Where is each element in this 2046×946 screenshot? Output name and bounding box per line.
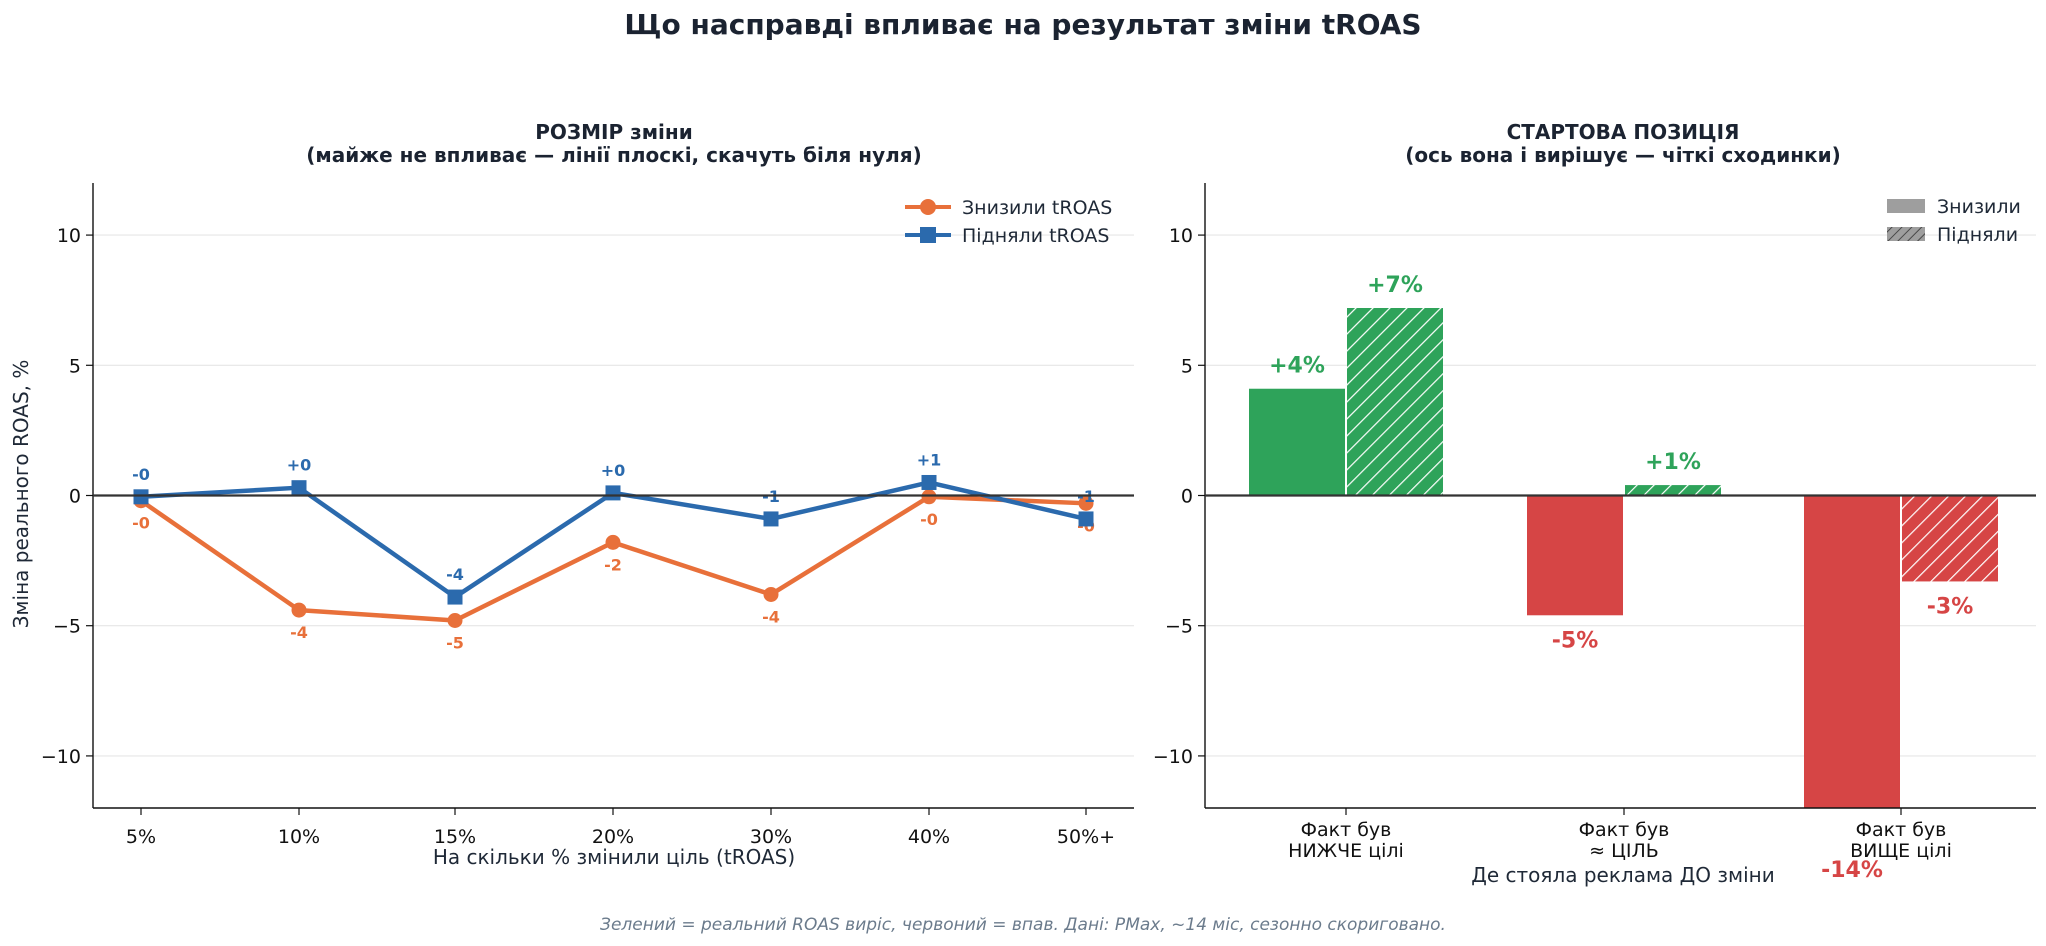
data-point-raised: [133, 489, 149, 505]
right-x-axis-label: Де стояла реклама ДО зміни: [1471, 863, 1775, 887]
left-series: -0-4-5-2-4-0-0-0+0-4+0-1+1-1: [132, 450, 1095, 652]
right-x-tick-label: ВИЩЕ цілі: [1850, 840, 1952, 862]
data-label-raised: +0: [601, 461, 626, 480]
legend-label: Знизили: [1937, 196, 2021, 218]
data-point-lowered: [921, 489, 937, 505]
legend-swatch-hatched: [1887, 227, 1925, 241]
bar-value-label: +7%: [1367, 273, 1423, 298]
data-point-raised: [447, 589, 463, 605]
bar-value-label: -3%: [1927, 594, 1973, 619]
left-x-tick-label: 30%: [750, 826, 792, 848]
bar-raised: [1902, 495, 1998, 582]
left-x-tick-label: 40%: [908, 826, 950, 848]
bar-value-label: -14%: [1821, 858, 1883, 883]
data-label-lowered: -5: [446, 634, 464, 653]
legend-square-marker: [920, 227, 936, 243]
bar-lowered: [1527, 495, 1623, 616]
legend-label: Підняли tROAS: [962, 225, 1109, 247]
left-y-tick-label: 10: [57, 225, 81, 247]
left-x-tick-label: 15%: [434, 826, 476, 848]
right-legend: Знизили Підняли: [1887, 196, 2021, 246]
right-bars: +4% -5% -14% +7% +1% -3%: [1249, 273, 1998, 883]
left-y-tick-label: −10: [41, 746, 81, 768]
left-chart: РОЗМІР зміни (майже не впливає — лінії п…: [9, 120, 1134, 869]
left-chart-subtitle: (майже не впливає — лінії плоскі, скачут…: [306, 143, 922, 167]
right-y-tick-label: 5: [1181, 355, 1193, 377]
data-point-raised: [291, 480, 307, 496]
data-label-lowered: -4: [762, 607, 780, 626]
right-chart-title: СТАРТОВА ПОЗИЦІЯ: [1507, 120, 1740, 144]
data-point-raised: [763, 511, 779, 527]
right-x-tick-label: Факт був: [1856, 819, 1947, 841]
right-x-tick-label: ≈ ЦІЛЬ: [1589, 840, 1659, 862]
bar-lowered: [1804, 495, 1900, 808]
left-legend: Знизили tROAS Підняли tROAS: [905, 197, 1112, 247]
bar-lowered: [1249, 388, 1345, 496]
data-point-lowered: [447, 613, 463, 628]
left-x-tick-label: 20%: [592, 826, 634, 848]
left-x-axis-label: На скільки % змінили ціль (tROAS): [433, 845, 795, 869]
data-point-lowered: [291, 602, 307, 618]
left-chart-title: РОЗМІР зміни: [535, 120, 693, 144]
data-point-raised: [605, 485, 621, 501]
right-y-tick-label: 0: [1181, 486, 1193, 508]
data-label-lowered: -0: [920, 510, 938, 529]
footer-note: Зелений = реальний ROAS виріс, червоний …: [600, 915, 1446, 935]
left-axes: 10 5 0 −5 −10 5% 10% 15% 20% 30% 40% 50%+: [41, 183, 1134, 848]
bar-raised: [1625, 485, 1721, 496]
figure-title: Що насправді впливає на результат зміни …: [624, 8, 1421, 41]
data-label-raised: +1: [917, 450, 942, 469]
data-label-lowered: -0: [132, 514, 150, 533]
data-label-lowered: -2: [604, 555, 622, 574]
bar-value-label: -5%: [1552, 628, 1598, 653]
data-point-lowered: [763, 586, 779, 602]
right-y-tick-label: −10: [1153, 746, 1193, 768]
right-chart: СТАРТОВА ПОЗИЦІЯ (ось вона і вирішує — ч…: [1153, 120, 2036, 887]
left-x-tick-label: 5%: [126, 826, 156, 848]
left-x-tick-label: 10%: [278, 826, 320, 848]
data-label-lowered: -4: [290, 623, 308, 642]
left-y-tick-label: 5: [69, 355, 81, 377]
right-x-tick-label: Факт був: [1301, 819, 1392, 841]
bar-value-label: +4%: [1269, 354, 1325, 379]
left-x-tick-label: 50%+: [1057, 826, 1115, 848]
right-x-tick-label: НИЖЧЕ цілі: [1288, 840, 1404, 862]
data-point-lowered: [1078, 495, 1094, 511]
data-point-raised: [921, 474, 937, 490]
right-y-tick-label: 10: [1169, 225, 1193, 247]
data-point-raised: [1078, 511, 1094, 527]
legend-swatch-solid: [1887, 199, 1925, 213]
data-label-raised: +0: [287, 456, 312, 475]
legend-label: Знизили tROAS: [962, 197, 1112, 219]
bar-value-label: +1%: [1645, 450, 1701, 475]
left-y-axis-label: Зміна реального ROAS, %: [9, 360, 33, 629]
data-point-lowered: [605, 534, 621, 550]
right-x-tick-label: Факт був: [1579, 819, 1670, 841]
left-y-tick-label: 0: [69, 486, 81, 508]
left-y-tick-label: −5: [53, 616, 81, 638]
data-label-raised: -4: [446, 565, 464, 584]
data-label-raised: -0: [132, 465, 150, 484]
left-grid: [93, 234, 1134, 757]
right-y-tick-label: −5: [1165, 616, 1193, 638]
legend-circle-marker: [920, 199, 936, 215]
legend-label: Підняли: [1937, 224, 2018, 246]
right-chart-subtitle: (ось вона і вирішує — чіткі сходинки): [1405, 143, 1841, 167]
bar-raised: [1347, 308, 1443, 496]
